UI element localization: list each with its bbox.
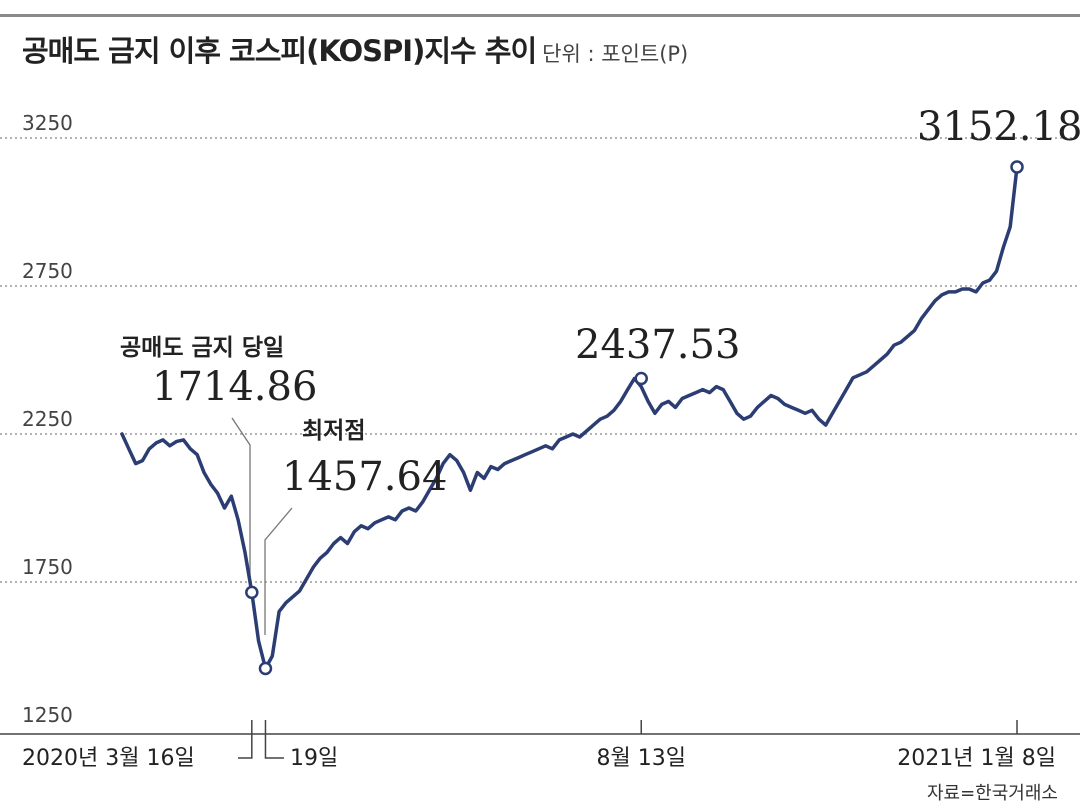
- x-label-connector: [238, 734, 253, 759]
- annotation-leader-line: [231, 417, 251, 585]
- annotation-value-label: 2437.53: [575, 322, 740, 368]
- x-label-connector: [264, 734, 284, 759]
- kospi-series-line: [120, 165, 1019, 671]
- y-tick-label: 2250: [22, 407, 73, 431]
- chart-title: 공매도 금지 이후 코스피(KOSPI)지수 추이 단위 : 포인트(P): [22, 28, 688, 70]
- unit-label: 단위 : 포인트(P): [542, 42, 689, 66]
- y-tick-label: 1250: [22, 703, 73, 727]
- annotation-marker: [1010, 160, 1024, 174]
- annotation-value-label: 1457.64: [282, 454, 447, 500]
- x-axis: 2020년 3월 16일 19일 8월 13일 2021년 1월 8일: [0, 720, 1080, 771]
- annotation-value-label: 3152.18: [917, 104, 1080, 150]
- x-tick-label: 19일: [290, 746, 338, 771]
- source-note: 자료=한국거래소: [926, 783, 1058, 804]
- annotation-value-label: 1714.86: [152, 364, 317, 410]
- y-axis-tick-labels: 3250 2750 2250 1750 1250: [22, 111, 73, 727]
- annotation-labels: 공매도 금지 당일 1714.86 최저점 1457.64 2437.53 3152.18: [120, 104, 1080, 500]
- y-tick-label: 3250: [22, 111, 73, 135]
- y-tick-label: 2750: [22, 259, 73, 283]
- x-tick-label: 2020년 3월 16일: [22, 746, 195, 771]
- annotation-title: 공매도 금지 당일: [120, 335, 284, 361]
- annotation-leader-line: [264, 507, 293, 635]
- annotation-leaders: [231, 417, 293, 635]
- annotation-marker: [245, 585, 259, 600]
- chart-title-text: 공매도 금지 이후 코스피(KOSPI)지수 추이: [22, 34, 537, 68]
- top-rule: [0, 14, 1080, 17]
- annotation-markers: [245, 160, 1024, 676]
- x-tick-label: 8월 13일: [597, 746, 686, 771]
- annotation-marker: [258, 661, 273, 676]
- x-tick-label: 2021년 1월 8일: [897, 746, 1056, 771]
- annotation-marker: [634, 371, 648, 386]
- y-tick-label: 1750: [22, 555, 73, 579]
- annotation-title: 최저점: [302, 418, 365, 444]
- grid-lines: [0, 137, 1080, 583]
